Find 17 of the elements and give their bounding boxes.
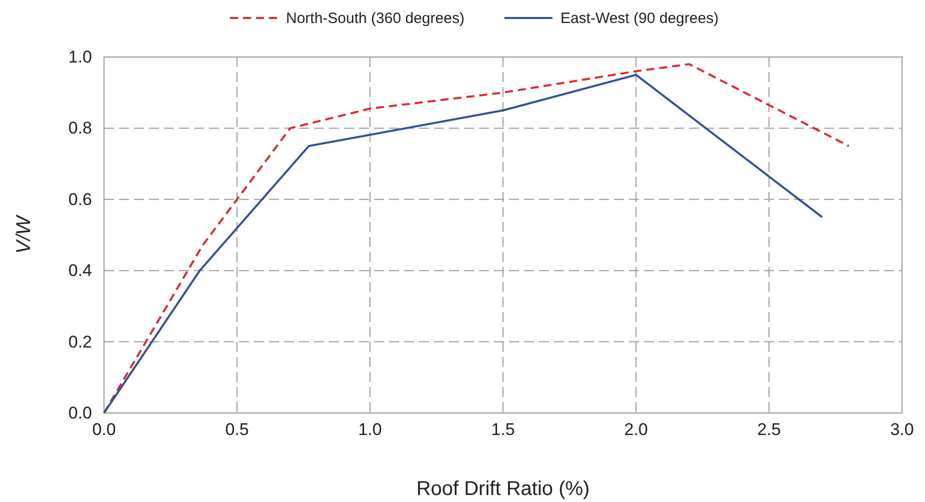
legend-label: East-West (90 degrees) [560, 10, 719, 27]
x-tick-label: 0.0 [92, 420, 116, 440]
y-tick-label: 1.0 [68, 47, 92, 66]
x-tick-label: 0.5 [225, 420, 249, 440]
x-tick-label: 2.5 [757, 420, 781, 440]
y-tick-label: 0.0 [68, 403, 92, 422]
x-tick-label: 1.0 [358, 420, 382, 440]
y-tick-label: 0.4 [68, 261, 92, 280]
x-tick-label: 1.5 [491, 420, 515, 440]
x-tick-label: 3.0 [890, 420, 914, 440]
y-tick-label: 0.2 [68, 332, 92, 352]
y-axis-title: V/W [13, 214, 35, 254]
legend-label: North-South (360 degrees) [286, 10, 464, 27]
x-axis-title: Roof Drift Ratio (%) [416, 478, 590, 500]
y-tick-label: 0.6 [68, 190, 92, 209]
y-tick-label: 0.8 [68, 118, 92, 138]
x-tick-label: 2.0 [624, 420, 648, 440]
